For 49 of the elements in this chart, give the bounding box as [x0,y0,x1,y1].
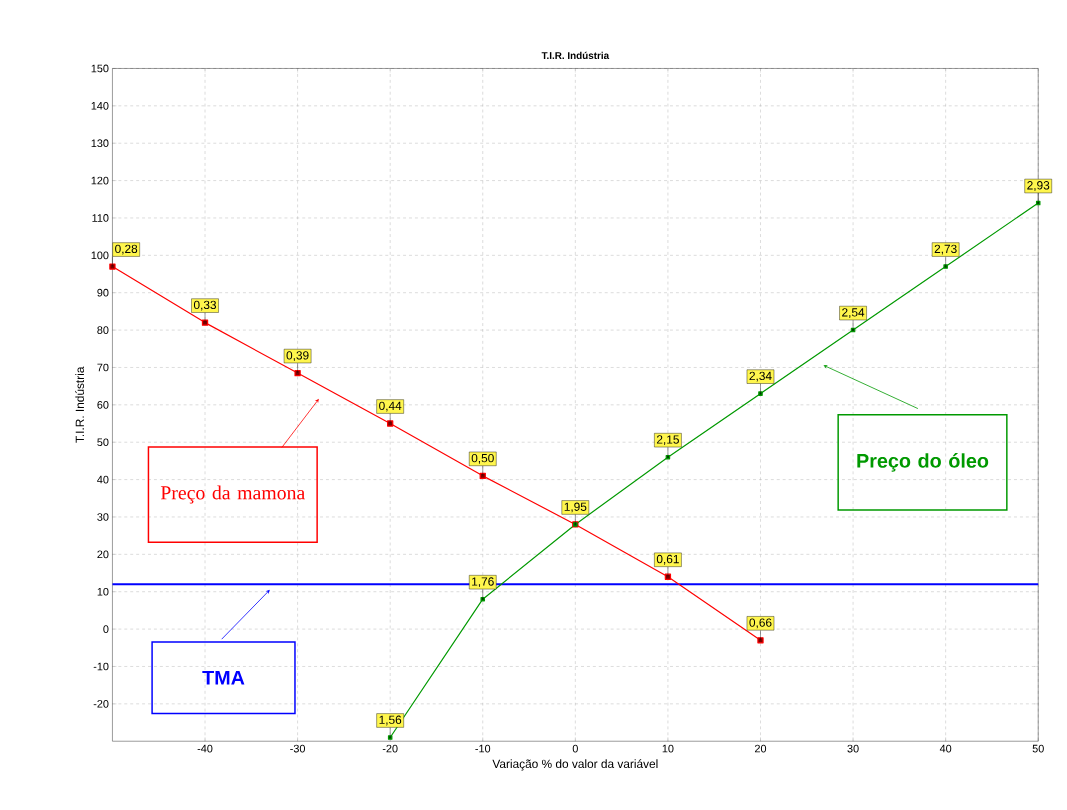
annotation: 0,50 [471,454,494,464]
annotation: 0,66 [749,618,772,629]
y-tick-label: 130 [91,139,109,148]
y-tick-label: 40 [97,475,109,484]
annotation: 2,73 [934,244,957,255]
y-tick-label: 0 [103,625,109,634]
annotation: 2,93 [1027,181,1050,192]
annotation: 1,95 [564,502,587,513]
y-tick-label: 70 [97,363,109,372]
text: Preço da mamona [160,485,305,504]
x-tick-label: 50 [1032,744,1044,753]
annotation: 2,15 [656,435,679,446]
y-tick-label: 50 [97,438,109,447]
y-tick-label: 10 [97,588,109,596]
annotation: 2,54 [842,308,865,319]
y-tick-label: -20 [93,700,109,708]
y-tick-label: 30 [97,513,109,521]
annotation: 0,61 [656,555,679,565]
annotation: 2,34 [749,371,772,382]
x-tick-label: -20 [382,744,398,753]
x-tick-label: 20 [754,744,767,753]
annotation: 1,56 [379,715,402,726]
x-tick-label: 10 [662,744,674,753]
annotation: 0,44 [379,401,402,412]
ref-line-label: TMA [202,671,245,685]
y-axis-title: T.I.R. Indústria [75,366,85,443]
x-tick-label: 0 [572,744,578,753]
annotation: 0,28 [115,244,138,255]
x-tick-label: -30 [290,744,306,753]
y-tick-label: 90 [97,289,109,297]
x-axis-title: Variação % do valor da variável [492,759,658,771]
y-tick-label: 140 [91,102,109,110]
x-tick-label: -40 [197,744,213,753]
annotation: 0,33 [193,300,217,311]
y-tick-label: 60 [97,401,109,409]
annotation: 1,76 [472,577,494,588]
x-tick-label: 40 [939,744,952,753]
y-tick-label: -10 [93,662,109,671]
x-tick-label: -10 [475,744,491,753]
y-tick-label: 120 [91,176,109,185]
chart-title: T.I.R. Indústria [541,51,610,60]
y-tick-label: 110 [92,214,109,222]
y-tick-label: 150 [91,64,109,73]
y-tick-label: 20 [97,550,109,559]
text: Preço do óleo [857,453,989,472]
y-tick-label: 80 [97,326,109,335]
x-tick-label: 30 [847,744,859,753]
y-tick-label: 100 [91,251,109,260]
annotation: 0,39 [286,351,309,362]
